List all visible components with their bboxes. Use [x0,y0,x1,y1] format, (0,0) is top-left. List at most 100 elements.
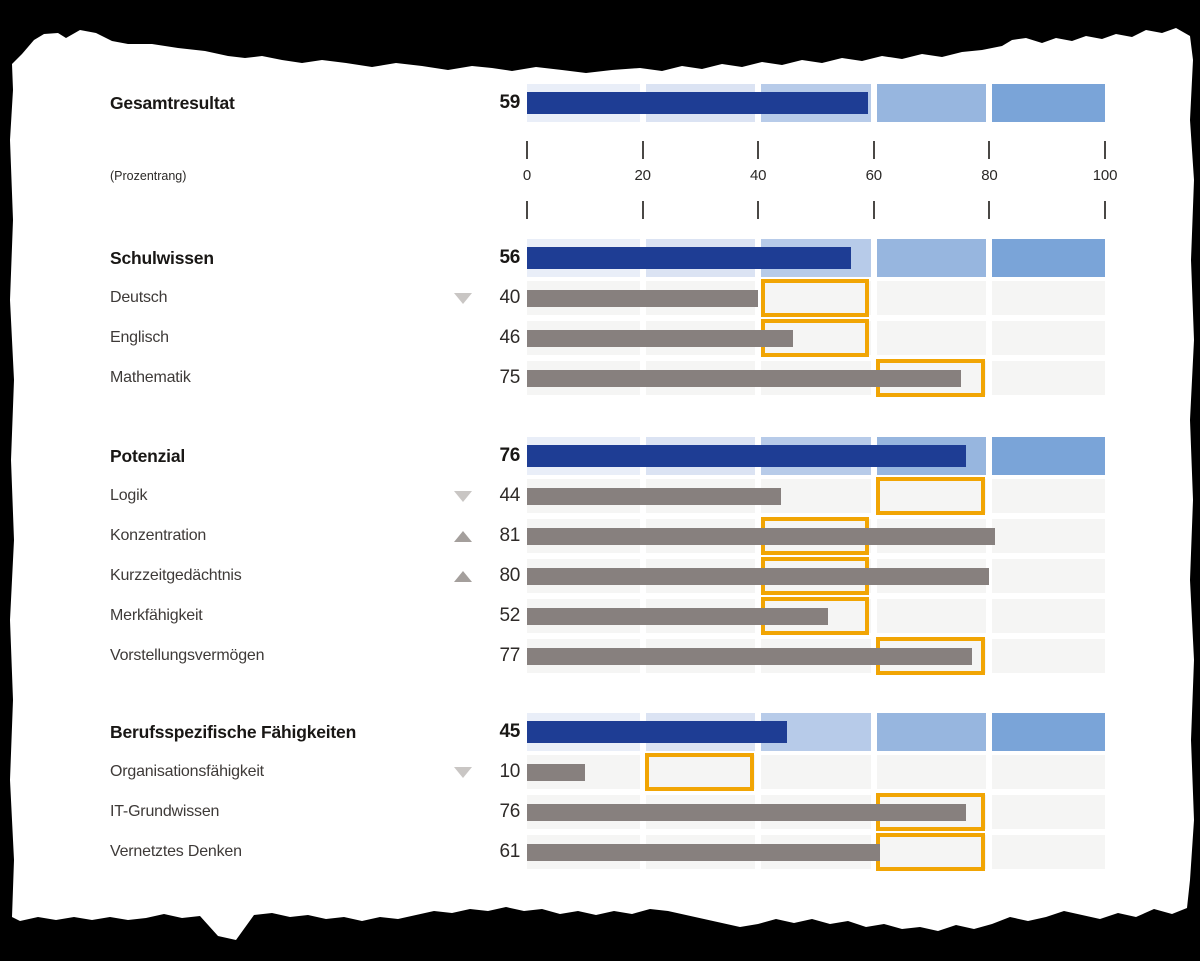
scale-cell [992,835,1105,869]
row-value-vorstellungsverm-gen: 77 [499,645,520,666]
row-band-gesamtresultat [527,84,1105,122]
row-value-it-grundwissen: 76 [499,801,520,822]
scale-cell [992,239,1105,277]
row-value-organisationsf-higkeit: 10 [499,761,520,782]
axis-tick-mark [526,201,528,219]
axis-tick-label-100: 100 [1092,167,1118,184]
axis-tick-label-60: 60 [865,167,882,184]
value-bar-mathematik [527,369,961,387]
row-label-potenzial: Potenzial [110,446,186,466]
scale-cell [876,599,987,633]
row-label-berufsspezifische-f-higkeiten: Berufsspezifische Fähigkeiten [110,722,357,742]
row-label-mathematik: Mathematik [110,369,191,386]
axis-tick-label-80: 80 [981,167,998,184]
scale-cell [876,713,987,751]
scale-cell [992,479,1105,513]
scale-cell [645,755,756,789]
scale-cell [761,281,871,315]
scale-cell [876,479,987,513]
row-value-logik: 44 [499,485,520,506]
row-band-organisationsf-higkeit [527,753,1105,791]
scale-cell [761,755,871,789]
axis-tick-label-20: 20 [634,167,651,184]
row-label-logik: Logik [110,487,148,504]
row-value-berufsspezifische-f-higkeiten: 45 [499,721,520,742]
row-band-vernetztes-denken [527,833,1105,871]
trend-up-icon [454,570,472,582]
scale-cell [992,755,1105,789]
axis-tick-mark [757,201,760,219]
value-bar-deutsch [527,289,759,307]
value-bar-berufsspezifische-f-higkeiten [527,721,788,743]
value-bar-vorstellungsverm-gen [527,647,973,665]
scale-cell [992,519,1105,553]
axis-tick-mark [872,141,875,159]
row-label-schulwissen: Schulwissen [110,248,214,268]
scale-cell [992,599,1105,633]
row-label-kurzzeitged-chtnis: Kurzzeitgedächtnis [110,567,242,584]
highlight-box-logik [876,477,985,515]
row-band-konzentration [527,517,1105,555]
axis-tick-mark [526,141,528,159]
highlight-box-vernetztes-denken [876,833,985,871]
axis-tick-mark [1104,201,1106,219]
scale-cell [876,755,987,789]
scale-cell [992,321,1105,355]
axis-tick-label-0: 0 [522,167,532,184]
scale-cell [876,281,987,315]
row-band-deutsch [527,279,1105,317]
value-bar-schulwissen [527,247,851,269]
axis-tick-mark [641,201,644,219]
row-value-konzentration: 81 [499,525,520,546]
axis-tick-mark [988,201,991,219]
row-band-potenzial [527,437,1105,475]
row-label-vernetztes-denken: Vernetztes Denken [110,843,242,860]
value-bar-potenzial [527,445,967,467]
row-value-kurzzeitged-chtnis: 80 [499,565,520,586]
scale-cell [876,835,987,869]
scale-cell [992,281,1105,315]
row-band-merkf-higkeit [527,597,1105,635]
row-value-schulwissen: 56 [499,247,520,268]
value-bar-vernetztes-denken [527,843,880,861]
row-band-logik [527,477,1105,515]
axis-tick-mark [757,141,760,159]
row-band-schulwissen [527,239,1105,277]
axis-tick-mark [1104,141,1106,159]
scale-cell [992,84,1105,122]
row-value-vernetztes-denken: 61 [499,841,520,862]
value-bar-konzentration [527,527,996,545]
axis-tick-label-40: 40 [750,167,767,184]
trend-down-icon [454,490,472,502]
trend-up-icon [454,530,472,542]
scale-cell [992,437,1105,475]
trend-down-icon [454,766,472,778]
value-bar-organisationsf-higkeit [527,763,585,781]
value-bar-gesamtresultat [527,92,869,114]
trend-down-icon [454,292,472,304]
row-value-deutsch: 40 [499,287,520,308]
row-value-englisch: 46 [499,327,520,348]
highlight-box-deutsch [760,279,870,317]
row-band-vorstellungsverm-gen [527,637,1105,675]
scale-cell [876,321,987,355]
scale-cell [992,361,1105,395]
row-label-gesamtresultat: Gesamtresultat [110,93,235,113]
row-band-it-grundwissen [527,793,1105,831]
row-label-konzentration: Konzentration [110,527,207,544]
row-label-deutsch: Deutsch [110,289,168,306]
value-bar-it-grundwissen [527,803,967,821]
scale-cell [876,84,987,122]
scale-cell [992,639,1105,673]
row-band-berufsspezifische-f-higkeiten [527,713,1105,751]
axis-tick-mark [641,141,644,159]
axis-tick-mark [872,201,875,219]
axis-tick-mark [988,141,991,159]
row-band-englisch [527,319,1105,357]
row-band-kurzzeitged-chtnis [527,557,1105,595]
highlight-box-organisationsf-higkeit [645,753,754,791]
value-bar-logik [527,487,782,505]
row-label-englisch: Englisch [110,329,169,346]
